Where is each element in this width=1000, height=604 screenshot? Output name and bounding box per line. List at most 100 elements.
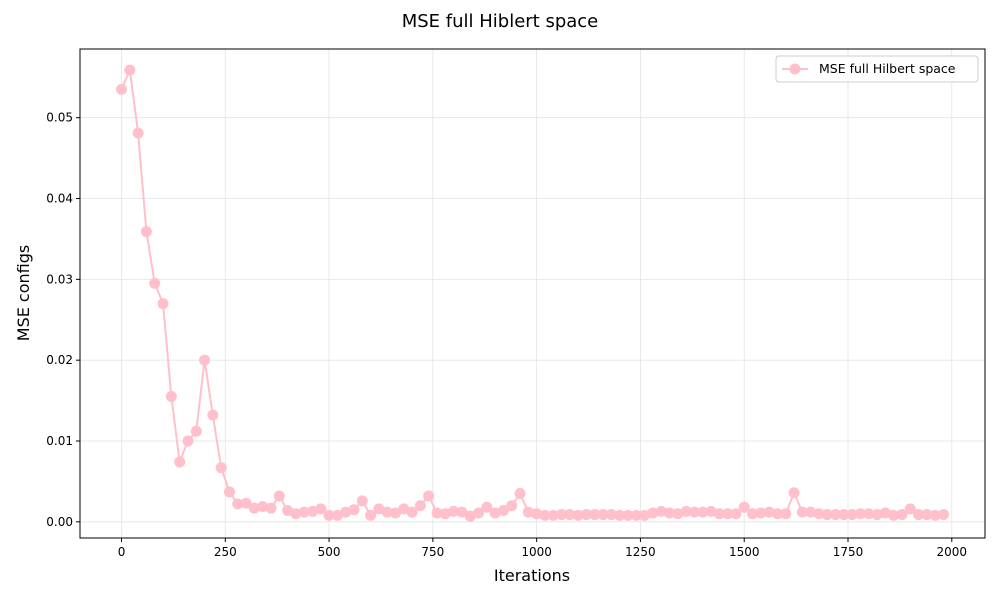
data-point [921, 509, 933, 521]
x-axis: 0 250 500 750 1000 1250 1500 1750 2000 [118, 538, 967, 559]
data-point [937, 509, 949, 521]
data-point [564, 509, 576, 521]
data-point [904, 503, 916, 515]
data-point [747, 508, 759, 520]
data-point [381, 506, 393, 518]
data-point [406, 506, 418, 518]
data-point [365, 509, 377, 521]
data-point [157, 298, 169, 310]
data-point [614, 509, 626, 521]
data-point [140, 226, 152, 238]
data-point [854, 508, 866, 520]
data-point [688, 506, 700, 518]
y-tick-label: 0.05 [46, 111, 73, 125]
data-point [589, 509, 601, 521]
data-point [456, 506, 468, 518]
data-point [539, 509, 551, 521]
x-tick-label: 1250 [625, 545, 656, 559]
data-point [531, 508, 543, 520]
data-point [448, 505, 460, 517]
data-point [298, 506, 310, 518]
data-point [630, 509, 642, 521]
data-point [132, 127, 144, 139]
data-point [398, 503, 410, 515]
data-point [282, 505, 294, 517]
data-point [356, 495, 368, 507]
chart-title: MSE full Hiblert space [402, 11, 599, 32]
data-point [796, 506, 808, 518]
y-axis: 0.00 0.01 0.02 0.03 0.04 0.05 [46, 111, 80, 529]
legend-marker [789, 63, 801, 75]
data-point [273, 490, 285, 502]
data-point [522, 506, 534, 518]
x-tick-label: 0 [118, 545, 126, 559]
data-point [780, 508, 792, 520]
data-point [182, 435, 194, 447]
legend-label: MSE full Hilbert space [819, 61, 956, 76]
data-point [257, 500, 269, 512]
data-point [165, 391, 177, 403]
data-point [431, 507, 443, 519]
data-point [805, 506, 817, 518]
data-point [265, 502, 277, 514]
data-point [913, 509, 925, 521]
data-point [223, 486, 235, 498]
data-point [174, 456, 186, 468]
data-point [215, 462, 227, 474]
data-point [871, 509, 883, 521]
data-point [290, 508, 302, 520]
data-point [755, 507, 767, 519]
data-point [863, 508, 875, 520]
data-point [771, 508, 783, 520]
data-point [821, 509, 833, 521]
y-tick-label: 0.01 [46, 434, 73, 448]
data-point [240, 497, 252, 509]
data-point [580, 509, 592, 521]
data-point [124, 64, 136, 76]
data-point [306, 505, 318, 517]
data-point [730, 508, 742, 520]
y-tick-label: 0.04 [46, 192, 73, 206]
grid [80, 49, 985, 538]
y-tick-label: 0.00 [46, 515, 73, 529]
data-point [232, 498, 244, 510]
data-point [331, 509, 343, 521]
data-point [663, 507, 675, 519]
data-point [672, 508, 684, 520]
data-point [199, 354, 211, 366]
data-point [414, 500, 426, 512]
data-point [423, 490, 435, 502]
data-point [763, 506, 775, 518]
data-point [473, 507, 485, 519]
data-point [481, 501, 493, 513]
data-point [489, 507, 501, 519]
data-point [929, 509, 941, 521]
data-point [896, 509, 908, 521]
data-point [639, 509, 651, 521]
data-point [547, 509, 559, 521]
plot-frame [79, 48, 986, 539]
data-point [713, 508, 725, 520]
data-point [315, 503, 327, 515]
data-point [497, 505, 509, 517]
data-point [556, 509, 568, 521]
data-point [838, 509, 850, 521]
x-tick-label: 2000 [937, 545, 968, 559]
y-tick-label: 0.03 [46, 272, 73, 286]
data-point [207, 409, 219, 421]
series-layer [116, 64, 949, 522]
data-point [846, 509, 858, 521]
data-point [248, 502, 260, 514]
data-point [738, 501, 750, 513]
data-point [705, 505, 717, 517]
data-point [888, 509, 900, 521]
x-tick-label: 1000 [521, 545, 552, 559]
data-point [788, 487, 800, 499]
x-tick-label: 1500 [729, 545, 760, 559]
data-point [373, 503, 385, 515]
data-point [572, 509, 584, 521]
data-point [655, 505, 667, 517]
data-point [647, 507, 659, 519]
data-point [697, 506, 709, 518]
